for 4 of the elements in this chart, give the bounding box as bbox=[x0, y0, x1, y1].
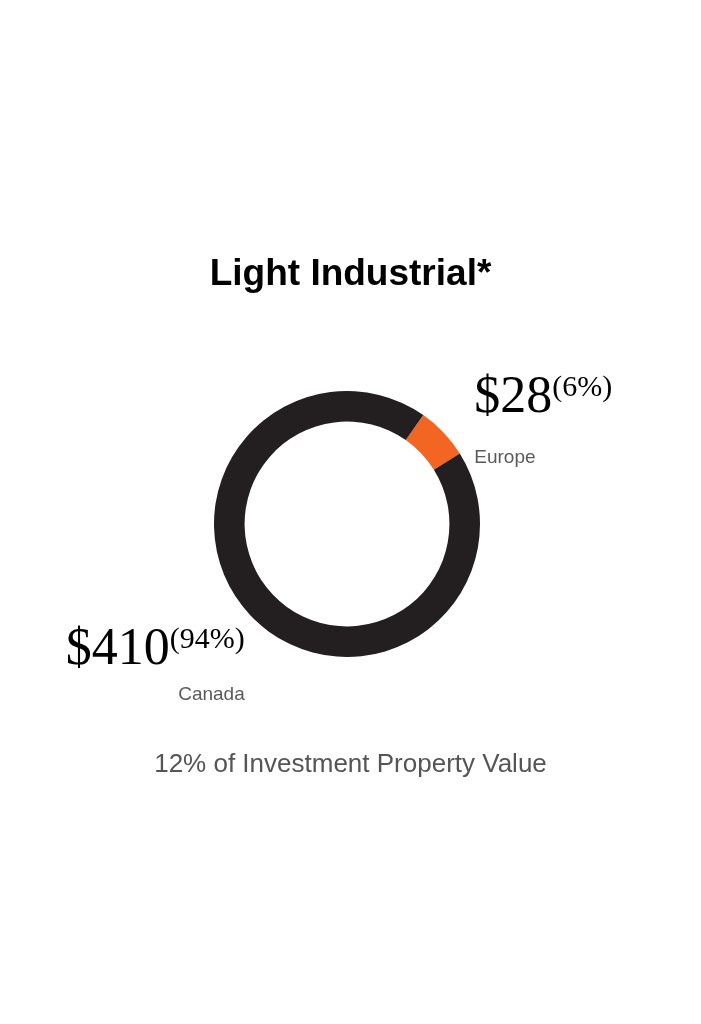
text: 12% of Investment Property Value bbox=[154, 748, 547, 778]
slice-label: Canada bbox=[178, 683, 246, 705]
chart-title: Light Industrial* bbox=[209, 252, 492, 293]
slice-label: Europe bbox=[474, 445, 536, 467]
